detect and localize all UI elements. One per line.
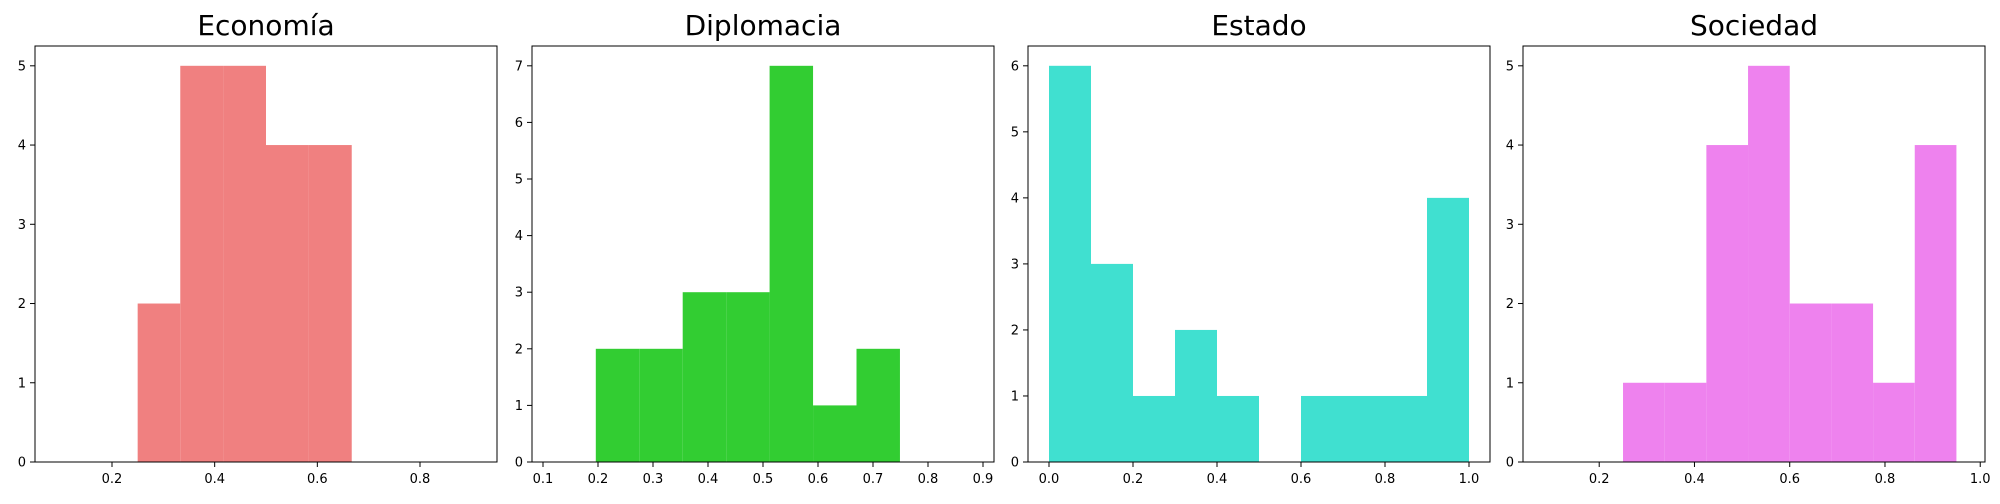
subplot-title: Estado — [1211, 9, 1306, 42]
histogram-bar — [1748, 65, 1790, 463]
y-tick-label: 2 — [1506, 297, 1514, 312]
x-tick-label: 0.6 — [1291, 472, 1312, 487]
histogram-bar — [769, 65, 814, 463]
y-tick-label: 5 — [1506, 59, 1514, 74]
histogram-bar — [595, 348, 640, 462]
x-tick-label: 0.2 — [102, 472, 123, 487]
x-tick-label: 0.6 — [808, 472, 829, 487]
y-tick-label: 5 — [18, 59, 26, 74]
y-tick-label: 1 — [515, 399, 523, 414]
y-tick-label: 4 — [515, 229, 523, 244]
histogram-bar — [1091, 263, 1133, 462]
y-tick-label: 0 — [18, 456, 26, 471]
y-tick-label: 1 — [1506, 376, 1514, 391]
y-tick-label: 3 — [1506, 218, 1514, 233]
y-tick-label: 2 — [1011, 323, 1019, 338]
y-tick-label: 2 — [515, 342, 523, 357]
x-tick-label: 0.0 — [1039, 472, 1060, 487]
y-tick-label: 5 — [1011, 125, 1019, 140]
axes-frame — [1027, 45, 1491, 463]
x-tick-label: 0.4 — [1684, 472, 1705, 487]
y-tick-label: 4 — [1506, 139, 1514, 154]
histogram-bar — [1049, 65, 1091, 463]
y-tick-label: 6 — [515, 116, 523, 131]
histogram-bar — [639, 348, 683, 462]
subplot-1: 0.2 0.4 0.6 0.8 0 1 2 3 4 5 Economía — [18, 9, 498, 487]
x-tick-label: 0.4 — [1207, 472, 1228, 487]
x-tick-label: 1.0 — [1970, 472, 1991, 487]
histogram-bar — [1217, 395, 1259, 462]
y-tick-label: 5 — [515, 173, 523, 188]
subplot-2: 0.1 0.2 0.3 0.4 0.5 0.6 0.7 0.8 0.9 0 1 2 3 4 5 6 7 Diplo… — [515, 9, 995, 487]
histogram-bar — [266, 145, 309, 463]
y-tick-label: 0 — [1011, 456, 1019, 471]
x-tick-label: 0.8 — [918, 472, 939, 487]
histogram-bar — [1664, 382, 1707, 462]
subplot-4: 0.2 0.4 0.6 0.8 1.0 0 1 2 3 4 5 Sociedad — [1506, 9, 1991, 487]
histogram-bar — [137, 303, 181, 462]
y-tick-label: 4 — [1011, 191, 1019, 206]
y-tick-label: 0 — [1506, 456, 1514, 471]
subplot-3: 0.0 0.2 0.4 0.6 0.8 1.0 0 1 2 3 4 5 6 Estado — [1011, 9, 1491, 487]
histogram-bar — [1385, 395, 1427, 462]
histogram-bar — [1873, 382, 1915, 462]
axes-frame — [34, 45, 498, 463]
histogram-bar — [1427, 197, 1469, 462]
histogram-bar — [856, 348, 900, 462]
histogram-bar — [1301, 395, 1343, 462]
x-tick-label: 0.8 — [410, 472, 431, 487]
histogram-bar — [180, 65, 224, 463]
histogram-bar — [1343, 395, 1385, 462]
y-tick-label: 0 — [515, 456, 523, 471]
y-tick-label: 2 — [18, 297, 26, 312]
subplot-title: Sociedad — [1690, 9, 1818, 42]
x-tick-label: 0.6 — [1779, 472, 1800, 487]
histogram-bar — [1914, 145, 1957, 463]
x-tick-label: 0.2 — [588, 472, 609, 487]
x-tick-label: 1.0 — [1459, 472, 1480, 487]
x-tick-label: 0.4 — [698, 472, 719, 487]
histogram-bar — [1789, 303, 1832, 462]
y-tick-label: 7 — [515, 59, 523, 74]
x-tick-label: 0.7 — [863, 472, 884, 487]
y-tick-label: 1 — [18, 376, 26, 391]
x-tick-label: 0.2 — [1589, 472, 1610, 487]
histogram-bar — [1831, 303, 1874, 462]
subplot-title: Diplomacia — [685, 9, 842, 42]
histogram-bar — [726, 292, 770, 462]
axes-frame — [1522, 45, 1986, 463]
histogram-bar — [1623, 382, 1665, 462]
x-tick-label: 0.1 — [533, 472, 554, 487]
y-tick-label: 1 — [1011, 389, 1019, 404]
x-tick-label: 0.6 — [307, 472, 328, 487]
x-tick-label: 0.2 — [1123, 472, 1144, 487]
y-tick-label: 4 — [18, 139, 26, 154]
x-tick-label: 0.4 — [204, 472, 225, 487]
y-tick-label: 3 — [1011, 257, 1019, 272]
y-tick-label: 3 — [18, 218, 26, 233]
x-tick-label: 0.3 — [643, 472, 664, 487]
x-tick-label: 0.5 — [753, 472, 774, 487]
histogram-bar — [1133, 395, 1175, 462]
x-tick-label: 0.8 — [1875, 472, 1896, 487]
histogram-bar — [682, 292, 727, 462]
histogram-bar — [813, 405, 857, 462]
subplot-title: Economía — [197, 9, 334, 42]
histogram-bar — [223, 65, 266, 463]
y-tick-label: 6 — [1011, 59, 1019, 74]
histogram-bar — [308, 145, 352, 463]
histogram-bar — [1706, 145, 1749, 463]
y-tick-label: 3 — [515, 286, 523, 301]
histogram-bar — [1175, 329, 1217, 462]
x-tick-label: 0.9 — [973, 472, 994, 487]
x-tick-label: 0.8 — [1375, 472, 1396, 487]
